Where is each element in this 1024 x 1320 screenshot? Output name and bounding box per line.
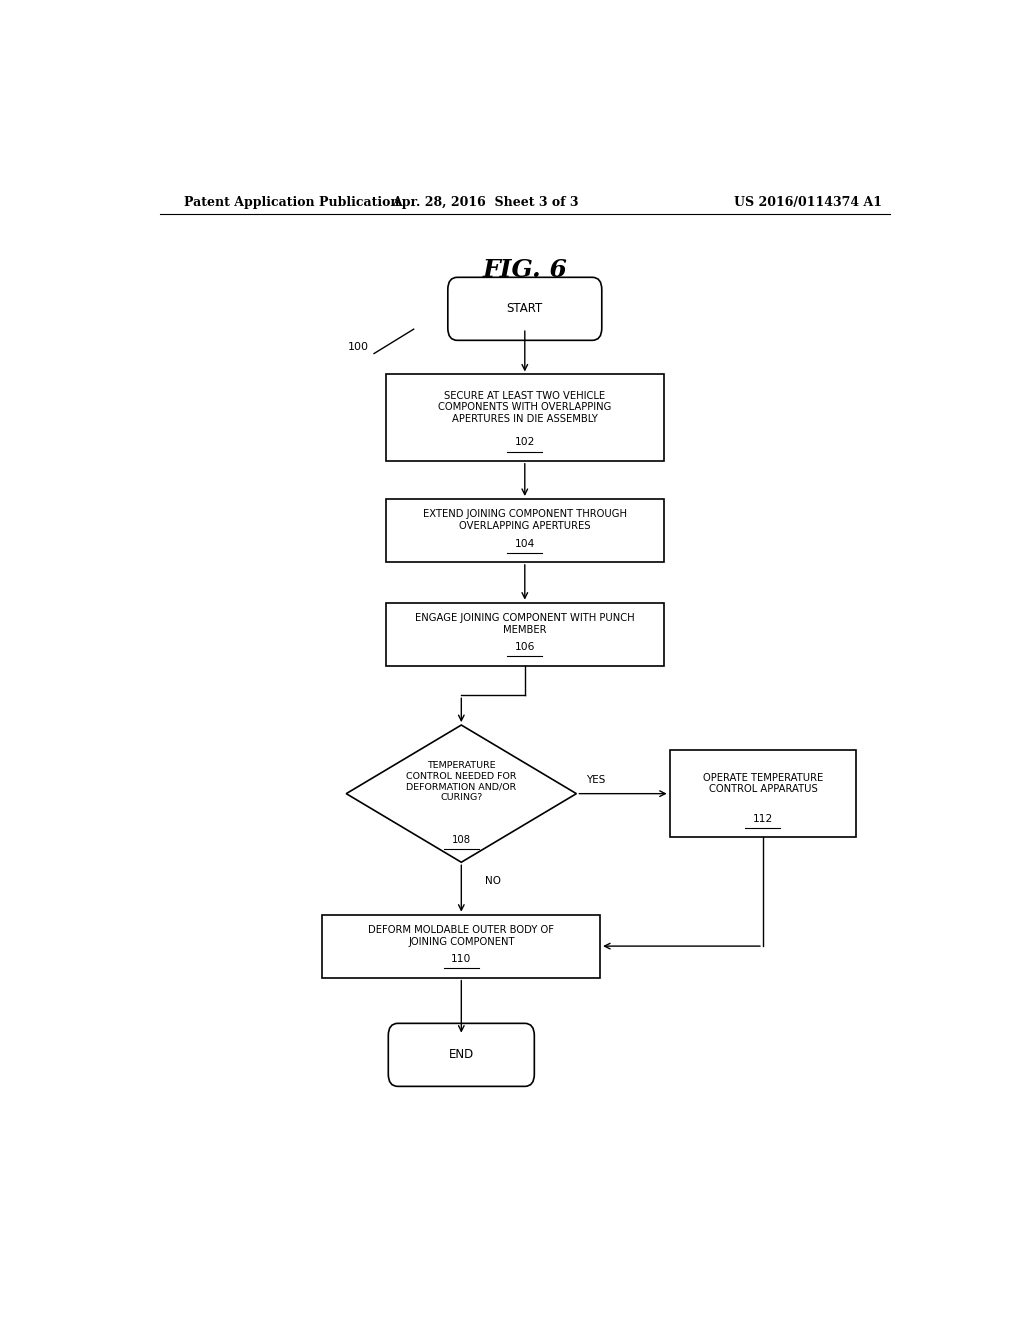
Text: 104: 104 xyxy=(515,539,535,549)
Bar xyxy=(386,602,664,665)
Text: START: START xyxy=(507,302,543,315)
Text: FIG. 6: FIG. 6 xyxy=(482,259,567,282)
Bar xyxy=(386,375,664,461)
Text: NO: NO xyxy=(485,875,501,886)
Text: 102: 102 xyxy=(515,437,535,447)
Text: 106: 106 xyxy=(515,643,535,652)
Text: 112: 112 xyxy=(753,813,773,824)
Text: Apr. 28, 2016  Sheet 3 of 3: Apr. 28, 2016 Sheet 3 of 3 xyxy=(392,195,579,209)
Text: TEMPERATURE
CONTROL NEEDED FOR
DEFORMATION AND/OR
CURING?: TEMPERATURE CONTROL NEEDED FOR DEFORMATI… xyxy=(407,762,516,801)
Text: 110: 110 xyxy=(452,954,471,965)
Text: ENGAGE JOINING COMPONENT WITH PUNCH
MEMBER: ENGAGE JOINING COMPONENT WITH PUNCH MEMB… xyxy=(415,612,635,635)
Bar xyxy=(323,915,600,978)
Text: 108: 108 xyxy=(452,834,471,845)
Polygon shape xyxy=(346,725,577,862)
Text: Patent Application Publication: Patent Application Publication xyxy=(183,195,399,209)
Text: DEFORM MOLDABLE OUTER BODY OF
JOINING COMPONENT: DEFORM MOLDABLE OUTER BODY OF JOINING CO… xyxy=(369,925,554,946)
Text: YES: YES xyxy=(587,775,606,785)
Text: 100: 100 xyxy=(347,342,369,352)
Text: EXTEND JOINING COMPONENT THROUGH
OVERLAPPING APERTURES: EXTEND JOINING COMPONENT THROUGH OVERLAP… xyxy=(423,510,627,531)
Text: END: END xyxy=(449,1048,474,1061)
Text: US 2016/0114374 A1: US 2016/0114374 A1 xyxy=(734,195,882,209)
Bar xyxy=(670,751,856,837)
Text: SECURE AT LEAST TWO VEHICLE
COMPONENTS WITH OVERLAPPING
APERTURES IN DIE ASSEMBL: SECURE AT LEAST TWO VEHICLE COMPONENTS W… xyxy=(438,391,611,424)
FancyBboxPatch shape xyxy=(388,1023,535,1086)
Bar xyxy=(386,499,664,562)
FancyBboxPatch shape xyxy=(447,277,602,341)
Text: OPERATE TEMPERATURE
CONTROL APPARATUS: OPERATE TEMPERATURE CONTROL APPARATUS xyxy=(702,772,823,795)
